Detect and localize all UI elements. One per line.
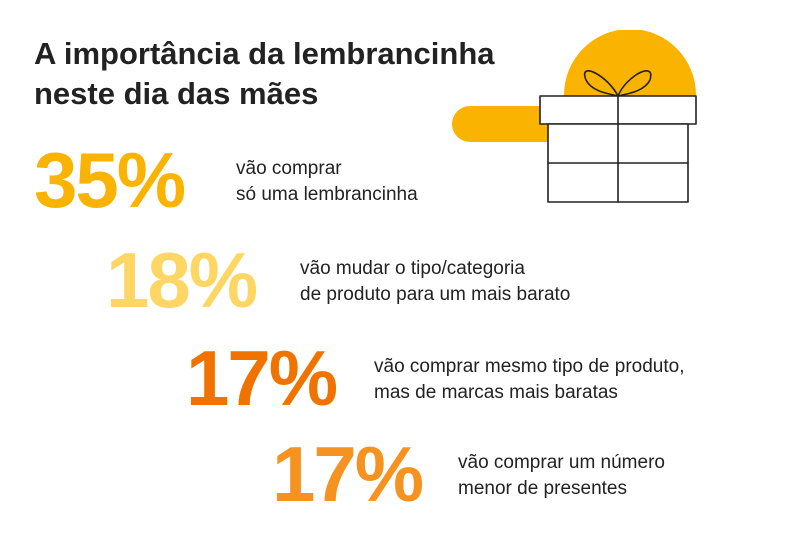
- stat-line-2: só uma lembrancinha: [236, 184, 418, 205]
- stat-line-1: vão comprar: [236, 158, 342, 179]
- stat-line-2: menor de presentes: [458, 478, 627, 499]
- page-title: A importância da lembrancinha neste dia …: [34, 34, 495, 114]
- stat-line-2: de produto para um mais barato: [300, 284, 571, 305]
- stat-description: vão comprar um número menor de presentes: [458, 450, 665, 502]
- stat-line-1: vão comprar mesmo tipo de produto,: [374, 356, 685, 377]
- stat-percent: 17%: [186, 334, 338, 422]
- gift-bow: [583, 70, 652, 97]
- gift-box-icon: [452, 30, 697, 203]
- stat-description: vão mudar o tipo/categoria de produto pa…: [300, 256, 570, 308]
- stat-description: vão comprar só uma lembrancinha: [236, 156, 418, 208]
- stat-line-2: mas de marcas mais baratas: [374, 382, 618, 403]
- stat-line-1: vão mudar o tipo/categoria: [300, 258, 525, 279]
- stat-percent: 17%: [272, 430, 424, 518]
- stat-line-1: vão comprar um número: [458, 452, 665, 473]
- stat-description: vão comprar mesmo tipo de produto, mas d…: [374, 354, 685, 406]
- stat-percent: 35%: [34, 136, 186, 224]
- stat-percent: 18%: [106, 236, 258, 324]
- title-line-1: A importância da lembrancinha: [34, 36, 495, 71]
- title-line-2: neste dia das mães: [34, 76, 319, 111]
